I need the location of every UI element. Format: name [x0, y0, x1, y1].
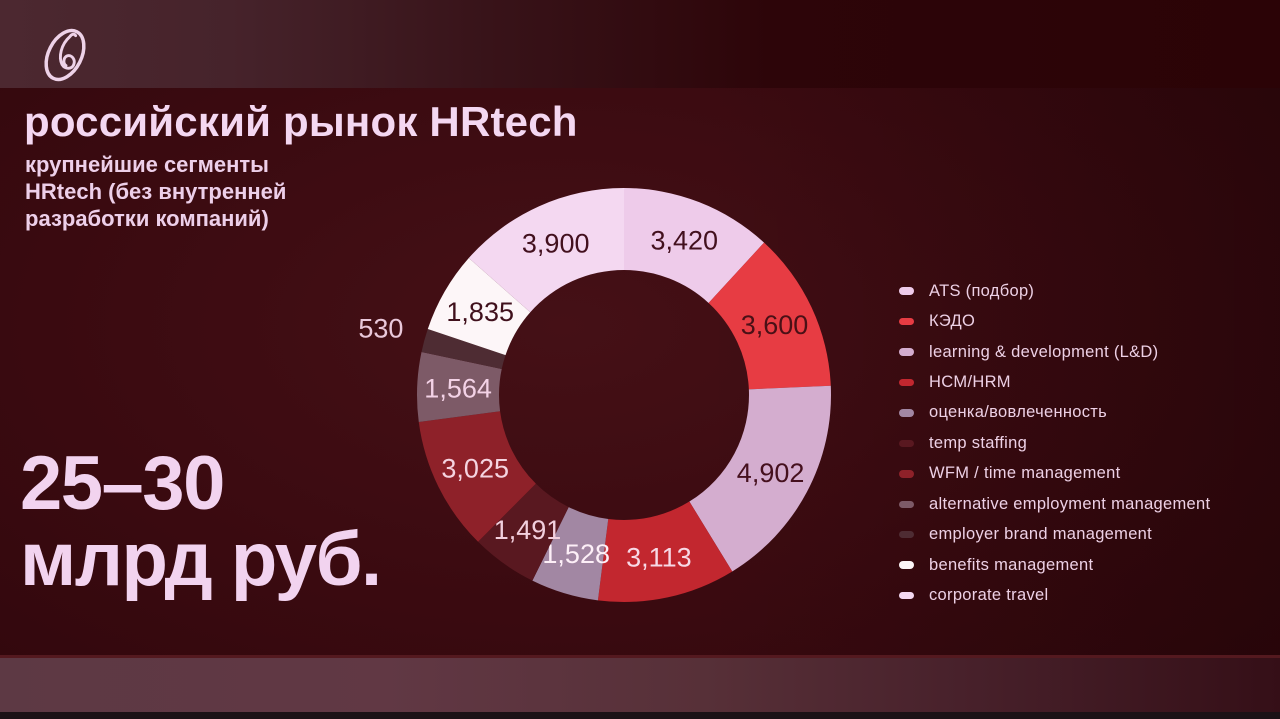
legend-item-3: HCM/HRM — [899, 367, 1210, 397]
legend-item-2: learning & development (L&D) — [899, 337, 1210, 367]
legend-item-10: corporate travel — [899, 580, 1210, 610]
page-title: российский рынок HRtech — [24, 98, 578, 145]
legend-item-1: КЭДО — [899, 306, 1210, 336]
legend-item-9: benefits management — [899, 550, 1210, 580]
donut-segment-10 — [468, 187, 624, 313]
page-subtitle: крупнейшие сегменты HRtech (без внутренн… — [25, 152, 287, 231]
donut-segment-4 — [532, 507, 609, 601]
segment-value-label: 1,835 — [446, 297, 514, 327]
legend-label: employer brand management — [929, 525, 1153, 544]
legend-swatch-icon — [899, 439, 914, 448]
legend-label: learning & development (L&D) — [929, 342, 1159, 361]
segment-value-label: 4,902 — [737, 458, 805, 488]
bottom-edge — [0, 712, 1280, 719]
legend: ATS (подбор) КЭДО learning & development (… — [899, 276, 1210, 611]
segment-value-label: 1,528 — [542, 539, 610, 569]
legend-item-6: WFM / time management — [899, 459, 1210, 489]
legend-item-5: temp staffing — [899, 428, 1210, 458]
donut-segment-8 — [421, 329, 506, 370]
legend-item-8: employer brand management — [899, 520, 1210, 550]
donut-segment-5 — [478, 483, 569, 581]
donut-segment-0 — [624, 188, 765, 303]
legend-swatch-icon — [899, 500, 914, 509]
legend-swatch-icon — [899, 378, 914, 387]
legend-swatch-icon — [899, 530, 914, 539]
legend-swatch-icon — [899, 317, 914, 326]
legend-label: benefits management — [929, 555, 1094, 574]
donut-segment-6 — [418, 411, 536, 542]
legend-label: оценка/вовлеченность — [929, 403, 1108, 422]
legend-item-4: оценка/вовлеченность — [899, 398, 1210, 428]
legend-swatch-icon — [899, 561, 914, 569]
market-size-value: 25–30 — [20, 441, 225, 526]
donut-segment-9 — [427, 258, 531, 356]
donut-segment-7 — [417, 352, 502, 423]
legend-swatch-icon — [899, 409, 914, 417]
legend-label: corporate travel — [929, 586, 1049, 605]
legend-label: alternative employment management — [929, 494, 1211, 513]
letterbox-bottom — [0, 655, 1280, 715]
segment-value-label: 3,113 — [626, 542, 692, 572]
legend-swatch-icon — [899, 591, 914, 600]
legend-label: ATS (подбор) — [929, 281, 1035, 300]
segment-value-label: 530 — [358, 314, 403, 344]
legend-label: HCM/HRM — [929, 373, 1011, 392]
donut-segment-1 — [708, 242, 831, 390]
segment-value-label: 1,491 — [494, 515, 562, 545]
donut-segment-2 — [689, 385, 831, 572]
letterbox-top — [0, 0, 1280, 89]
legend-item-7: alternative employment management — [899, 489, 1210, 519]
segment-value-label: 3,600 — [741, 310, 809, 340]
legend-label: temp staffing — [929, 433, 1028, 452]
segment-value-label: 3,025 — [441, 454, 509, 484]
segment-value-label: 3,900 — [522, 229, 590, 259]
donut-segment-3 — [597, 501, 733, 602]
segment-value-label: 1,564 — [424, 374, 492, 404]
segment-value-label: 3,420 — [651, 225, 719, 255]
legend-item-0: ATS (подбор) — [899, 276, 1210, 306]
channel-logo-icon — [44, 28, 86, 82]
legend-label: WFM / time management — [929, 464, 1121, 483]
legend-swatch-icon — [899, 348, 914, 356]
legend-swatch-icon — [899, 287, 914, 295]
legend-label: КЭДО — [929, 312, 976, 331]
market-size-figure: 25–30 млрд руб. — [20, 441, 382, 602]
legend-swatch-icon — [899, 470, 914, 478]
market-size-unit: млрд руб. — [20, 517, 382, 602]
